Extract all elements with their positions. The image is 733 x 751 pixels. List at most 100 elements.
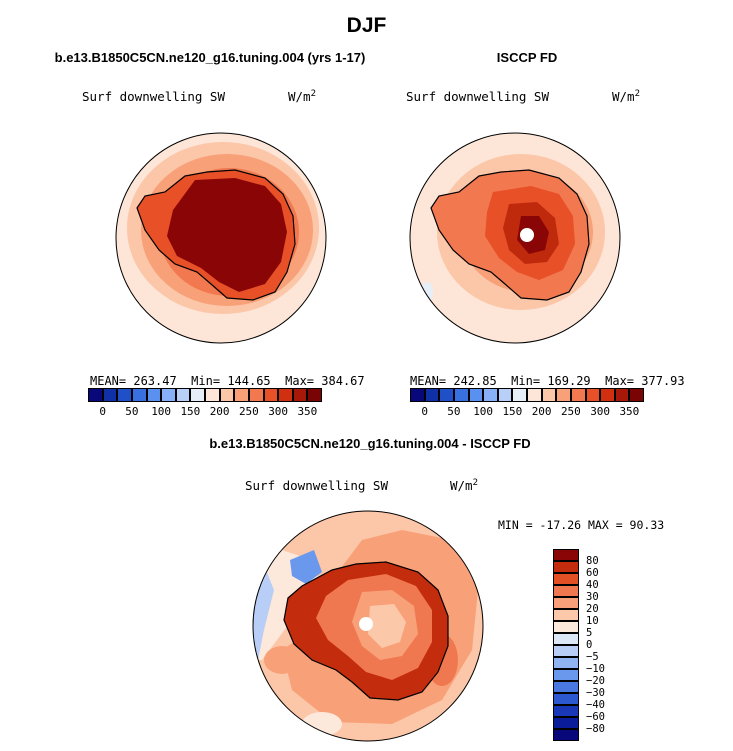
colorbar-box	[190, 388, 205, 402]
colorbar-box	[292, 388, 308, 402]
diff-variable-label: Surf downwelling SW	[245, 478, 388, 493]
colorbar-box	[234, 388, 249, 402]
colorbar-tick-label: 0	[99, 405, 106, 418]
colorbar-box	[424, 388, 440, 402]
colorbar-tick-label: 350	[619, 405, 640, 418]
colorbar-box	[553, 717, 579, 729]
colorbar-box	[553, 549, 579, 561]
colorbar-box	[117, 388, 132, 402]
colorbar-box	[553, 561, 579, 573]
obs-panel-title: ISCCP FD	[496, 50, 558, 65]
colorbar-box	[553, 729, 579, 741]
colorbar-box	[512, 388, 527, 402]
colorbar-box	[439, 388, 454, 402]
obs-colorbar	[410, 388, 644, 402]
colorbar-box	[553, 681, 579, 693]
colorbar-box	[131, 388, 147, 402]
colorbar-box	[614, 388, 630, 402]
colorbar-tick-label: 100	[473, 405, 494, 418]
diff-units-label: W/m2	[450, 478, 478, 494]
colorbar-box	[161, 388, 176, 402]
colorbar-tick-label: 50	[125, 405, 139, 418]
colorbar-tick-label: 200	[531, 405, 552, 418]
pole-hole	[359, 617, 373, 631]
model-colorbar-labels: 0 50 100 150 200 250 300 350	[88, 405, 322, 419]
colorbar-box	[553, 621, 579, 633]
colorbar-box	[248, 388, 264, 402]
colorbar-tick-label: 40	[586, 579, 599, 591]
colorbar-box	[146, 388, 162, 402]
colorbar-tick-label: −10	[586, 663, 605, 675]
colorbar-box	[553, 633, 579, 645]
colorbar-tick-label: −80	[586, 723, 605, 735]
colorbar-box	[553, 693, 579, 705]
colorbar-box	[175, 388, 191, 402]
model-colorbar	[88, 388, 322, 402]
colorbar-tick-label: −20	[586, 675, 605, 687]
obs-units-label: W/m2	[612, 89, 640, 105]
model-panel-title: b.e13.B1850C5CN.ne120_g16.tuning.004 (yr…	[54, 50, 366, 65]
colorbar-box	[553, 645, 579, 657]
colorbar-box	[585, 388, 601, 402]
obs-variable-label: Surf downwelling SW	[406, 89, 549, 104]
colorbar-tick-label: 20	[586, 603, 599, 615]
model-units-label: W/m2	[288, 89, 316, 105]
colorbar-box	[527, 388, 542, 402]
colorbar-tick-label: 60	[586, 567, 599, 579]
colorbar-tick-label: 150	[180, 405, 201, 418]
colorbar-box	[410, 388, 425, 402]
colorbar-box	[553, 585, 579, 597]
colorbar-tick-label: 300	[268, 405, 289, 418]
colorbar-box	[541, 388, 557, 402]
colorbar-tick-label: 250	[238, 405, 259, 418]
colorbar-tick-label: 80	[586, 555, 599, 567]
colorbar-tick-label: 150	[502, 405, 523, 418]
colorbar-tick-label: −40	[586, 699, 605, 711]
colorbar-box	[307, 388, 322, 402]
colorbar-tick-label: 0	[421, 405, 428, 418]
colorbar-tick-label: 10	[586, 615, 599, 627]
colorbar-tick-label: −5	[586, 651, 599, 663]
figure-title: DJF	[346, 14, 387, 37]
diff-polar-map	[252, 510, 484, 742]
colorbar-box	[453, 388, 469, 402]
obs-stats: MEAN= 242.85 Min= 169.29 Max= 377.93	[410, 374, 685, 388]
colorbar-box	[600, 388, 615, 402]
colorbar-box	[263, 388, 279, 402]
colorbar-tick-label: −60	[586, 711, 605, 723]
colorbar-box	[497, 388, 513, 402]
colorbar-tick-label: 30	[586, 591, 599, 603]
colorbar-box	[102, 388, 118, 402]
model-polar-map	[115, 132, 327, 344]
colorbar-box	[553, 597, 579, 609]
colorbar-box	[553, 669, 579, 681]
colorbar-box	[88, 388, 103, 402]
model-variable-label: Surf downwelling SW	[82, 89, 225, 104]
colorbar-box	[553, 609, 579, 621]
pole-hole	[520, 228, 534, 242]
colorbar-tick-label: 200	[209, 405, 230, 418]
colorbar-box	[219, 388, 235, 402]
colorbar-box	[629, 388, 644, 402]
colorbar-box	[278, 388, 293, 402]
obs-colorbar-labels: 0 50 100 150 200 250 300 350	[410, 405, 644, 419]
colorbar-box	[556, 388, 571, 402]
colorbar-box	[553, 573, 579, 585]
colorbar-tick-label: 300	[590, 405, 611, 418]
diff-panel-title: b.e13.B1850C5CN.ne120_g16.tuning.004 - I…	[209, 436, 531, 451]
diff-colorbar	[553, 549, 579, 741]
colorbar-tick-label: 5	[586, 627, 593, 639]
diff-minmax: MIN = -17.26 MAX = 90.33	[498, 518, 665, 532]
model-stats: MEAN= 263.47 Min= 144.65 Max= 384.67	[90, 374, 365, 388]
colorbar-tick-label: 50	[447, 405, 461, 418]
obs-polar-map	[409, 132, 621, 344]
colorbar-box	[570, 388, 586, 402]
colorbar-box	[553, 705, 579, 717]
colorbar-tick-label: 100	[151, 405, 172, 418]
colorbar-tick-label: 350	[297, 405, 318, 418]
colorbar-box	[483, 388, 498, 402]
colorbar-tick-label: −30	[586, 687, 605, 699]
colorbar-box	[553, 657, 579, 669]
colorbar-box	[468, 388, 484, 402]
diff-colorbar-labels: 80 60 40 30 20 10 5 0 −5 −10 −20 −30 −40 −60 −80	[586, 549, 636, 741]
